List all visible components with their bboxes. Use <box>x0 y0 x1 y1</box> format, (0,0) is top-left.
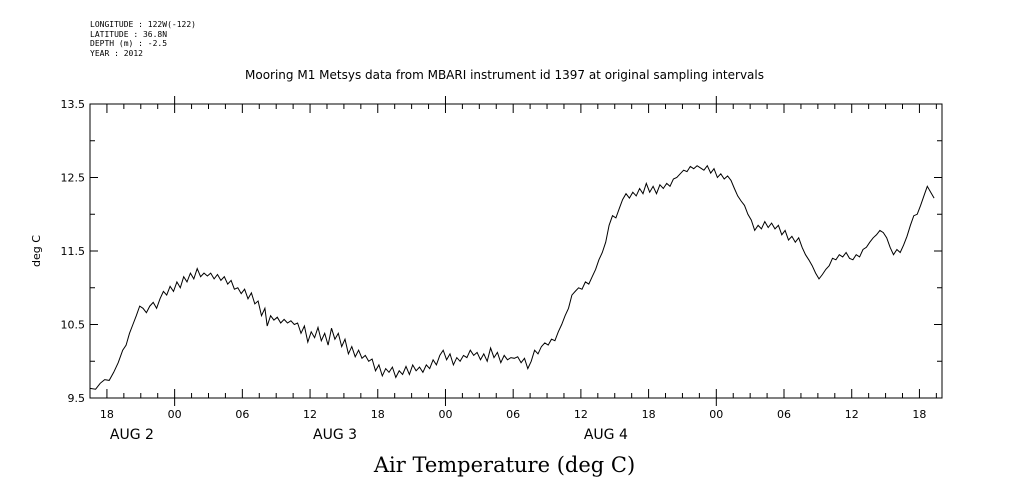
x-tick-label: 12 <box>574 408 588 421</box>
x-tick-label: 00 <box>709 408 723 421</box>
x-tick-label: 18 <box>371 408 385 421</box>
x-tick-label: 18 <box>912 408 926 421</box>
x-axis-label: Air Temperature (deg C) <box>373 453 636 477</box>
longitude-label: LONGITUDE : 122W(-122) <box>90 20 196 29</box>
depth-label: DEPTH (m) : -2.5 <box>90 39 168 48</box>
x-tick-label: 18 <box>642 408 656 421</box>
plot-frame <box>89 103 943 399</box>
latitude-label: LATITUDE : 36.8N <box>90 29 168 39</box>
y-axis-label: deg C <box>30 235 43 267</box>
x-day-label: AUG 4 <box>584 427 628 443</box>
y-tick-label: 10.5 <box>61 319 86 332</box>
y-tick-label: 11.5 <box>61 245 86 258</box>
x-tick-label: 06 <box>777 408 791 421</box>
metadata-block: LONGITUDE : 122W(-122) LATITUDE : 36.8N … <box>90 20 196 58</box>
x-tick-label: 12 <box>303 408 317 421</box>
y-tick-label: 9.5 <box>68 392 86 405</box>
x-tick-label: 12 <box>845 408 859 421</box>
x-tick-label: 00 <box>438 408 452 421</box>
chart-title: Mooring M1 Metsys data from MBARI instru… <box>245 68 764 82</box>
y-tick-label: 12.5 <box>61 172 86 185</box>
x-tick-label: 00 <box>168 408 182 421</box>
data-series-line <box>89 164 935 390</box>
x-day-label: AUG 2 <box>110 427 154 443</box>
x-day-label: AUG 3 <box>313 427 357 443</box>
x-tick-label: 18 <box>100 408 114 421</box>
year-label: YEAR : 2012 <box>90 48 143 58</box>
x-tick-label: 06 <box>235 408 249 421</box>
y-tick-label: 13.5 <box>61 98 86 111</box>
x-tick-label: 06 <box>506 408 520 421</box>
